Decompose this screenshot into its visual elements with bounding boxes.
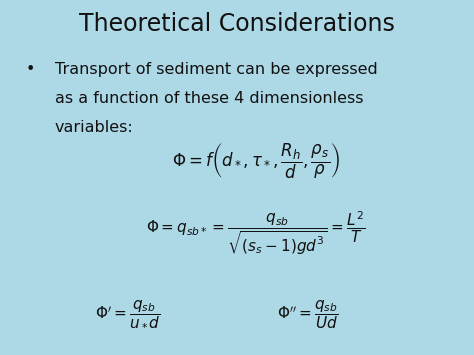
Text: $\Phi' = \dfrac{q_{sb}}{u_* d}$: $\Phi' = \dfrac{q_{sb}}{u_* d}$	[95, 299, 161, 329]
Text: Transport of sediment can be expressed: Transport of sediment can be expressed	[55, 62, 377, 77]
Text: Theoretical Considerations: Theoretical Considerations	[79, 12, 395, 37]
Text: variables:: variables:	[55, 120, 133, 135]
Text: •: •	[26, 62, 36, 77]
Text: $\Phi = f\left(d_*, \tau_*, \dfrac{R_h}{d}, \dfrac{\rho_s}{\rho}\right)$: $\Phi = f\left(d_*, \tau_*, \dfrac{R_h}{…	[172, 142, 340, 181]
Text: as a function of these 4 dimensionless: as a function of these 4 dimensionless	[55, 91, 363, 106]
Text: $\Phi'' = \dfrac{q_{sb}}{Ud}$: $\Phi'' = \dfrac{q_{sb}}{Ud}$	[277, 298, 339, 331]
Text: $\Phi = q_{sb*} = \dfrac{q_{sb}}{\sqrt{(s_s - 1)gd^3}} = \dfrac{L^2}{T}$: $\Phi = q_{sb*} = \dfrac{q_{sb}}{\sqrt{(…	[146, 209, 365, 256]
